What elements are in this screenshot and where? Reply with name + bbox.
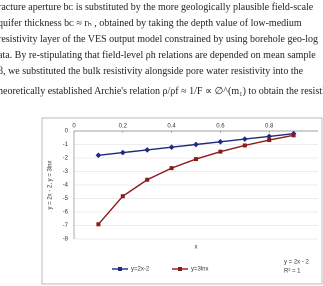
- marker: [96, 222, 101, 227]
- x-axis-title: x: [195, 245, 198, 251]
- marker: [217, 138, 224, 145]
- chart-frame: [41, 117, 323, 285]
- y-tick-label: -7: [63, 223, 69, 229]
- marker: [193, 141, 199, 148]
- legend-marker: [118, 267, 122, 271]
- marker: [120, 194, 125, 199]
- legend-marker: [178, 267, 182, 271]
- y-tick-label: -1: [63, 142, 69, 148]
- marker: [119, 149, 126, 156]
- y-axis-title: y = 2x - 2, y = 3lnx: [48, 160, 54, 209]
- y-tick-label: -3: [63, 169, 69, 175]
- legend-label: y=3lnx: [191, 267, 209, 273]
- y-tick-label: 0: [65, 129, 69, 135]
- marker: [242, 143, 247, 148]
- text-line: resistivity layer of the VES output mode…: [0, 34, 319, 45]
- marker: [194, 157, 198, 162]
- marker: [145, 177, 150, 182]
- y-tick-label: -2: [63, 156, 69, 162]
- marker: [267, 138, 272, 143]
- text-line: quifer thickness bᴄ ≈ rₕ , obtained by t…: [0, 18, 302, 29]
- marker: [95, 152, 102, 159]
- marker: [241, 136, 248, 142]
- x-tick-label: 0: [72, 124, 76, 130]
- y-tick-label: -8: [63, 237, 69, 243]
- x-tick-label: 0.8: [265, 124, 274, 130]
- marker: [168, 144, 175, 151]
- text-line: β, we substituted the bulk resistivity a…: [0, 66, 304, 77]
- marker: [291, 133, 296, 138]
- y-tick-label: -4: [63, 183, 69, 189]
- marker: [218, 149, 223, 154]
- marker: [266, 133, 273, 140]
- marker: [144, 147, 151, 153]
- x-tick-label: 0.4: [167, 124, 176, 130]
- text-line: ata. By re-stipulating that field-level …: [0, 50, 316, 61]
- text-line: racture aperture bᴄ is substituted by th…: [0, 2, 314, 13]
- trendline-label: R² = 1: [284, 269, 301, 275]
- x-tick-label: 0.2: [119, 124, 128, 130]
- marker: [169, 166, 174, 171]
- legend-label: y=2x-2: [131, 267, 150, 273]
- text-line: heoretically established Archie's relati…: [0, 86, 323, 97]
- y-tick-label: -6: [63, 210, 69, 216]
- y-tick-label: -5: [63, 196, 69, 202]
- trendline-label: y = 2x - 2: [284, 260, 310, 266]
- x-tick-label: 0.6: [216, 124, 225, 130]
